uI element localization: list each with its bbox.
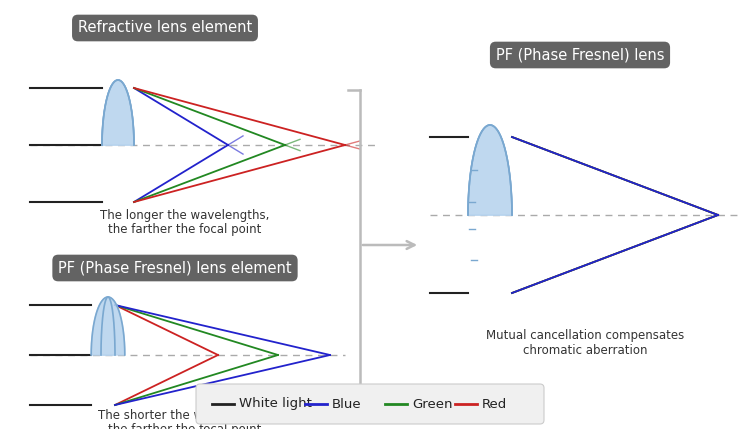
Polygon shape <box>92 297 125 355</box>
Text: Red: Red <box>482 398 507 411</box>
Text: Mutual cancellation compensates: Mutual cancellation compensates <box>486 329 684 341</box>
Text: the farther the focal point: the farther the focal point <box>108 224 262 236</box>
Text: PF (Phase Fresnel) lens: PF (Phase Fresnel) lens <box>496 48 664 63</box>
Text: The shorter the wavelengths,: The shorter the wavelengths, <box>98 408 272 422</box>
Polygon shape <box>102 80 134 145</box>
Text: The longer the wavelengths,: The longer the wavelengths, <box>100 208 269 221</box>
Text: Green: Green <box>412 398 452 411</box>
Text: chromatic aberration: chromatic aberration <box>523 344 647 356</box>
Text: PF (Phase Fresnel) lens element: PF (Phase Fresnel) lens element <box>58 260 292 275</box>
Text: White light: White light <box>239 398 312 411</box>
Text: Refractive lens element: Refractive lens element <box>78 21 252 36</box>
Polygon shape <box>468 125 512 215</box>
FancyBboxPatch shape <box>196 384 544 424</box>
Text: Blue: Blue <box>332 398 362 411</box>
Text: the farther the focal point: the farther the focal point <box>108 423 262 429</box>
